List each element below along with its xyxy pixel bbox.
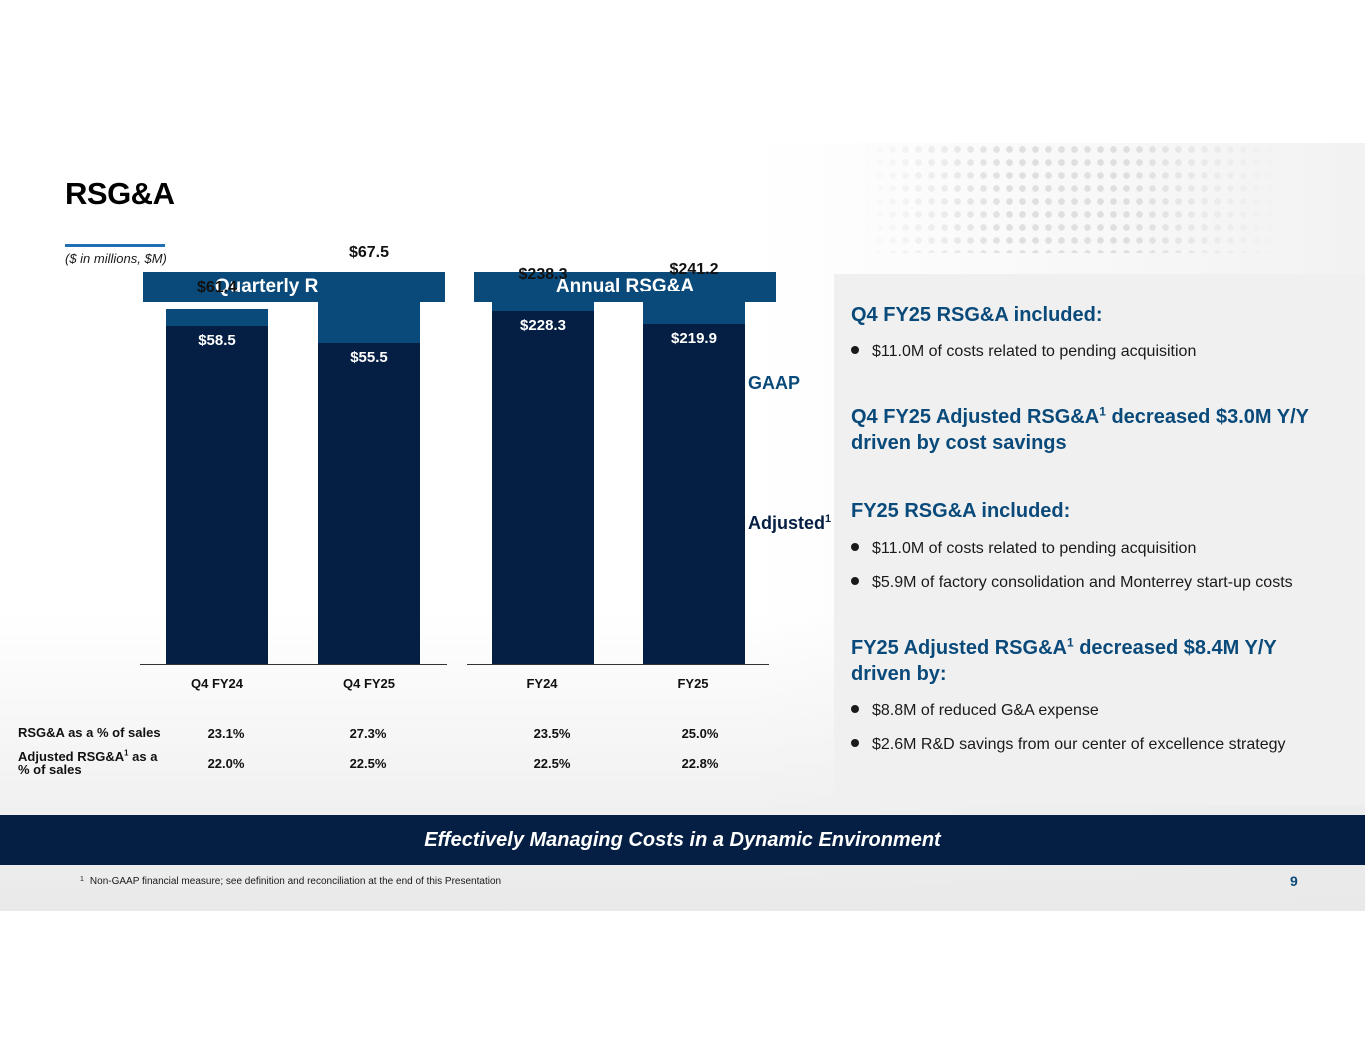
data-label-adjusted-q4-fy24: $58.5 bbox=[198, 331, 236, 349]
row-label-part-b: as a bbox=[128, 749, 158, 764]
bar-gaap-q4-fy25 bbox=[318, 273, 420, 344]
row-label-part-a: Adjusted RSG&A bbox=[18, 749, 125, 764]
bar-gaap-fy25 bbox=[643, 291, 745, 324]
highlight-bullet: $5.9M of factory consolidation and Monte… bbox=[851, 573, 1351, 593]
rsga-pct-q4-fy25: 27.3% bbox=[349, 726, 387, 741]
bullet-icon bbox=[851, 704, 859, 713]
highlight-heading-part-a: Q4 FY25 Adjusted RSG&A bbox=[851, 406, 1100, 428]
bar-adjusted-q4-fy25 bbox=[318, 343, 420, 664]
adj-rsga-pct-q4-fy25: 22.5% bbox=[349, 756, 387, 771]
highlight-bullet: $11.0M of costs related to pending acqui… bbox=[851, 539, 1351, 559]
highlight-heading-q4-included: Q4 FY25 RSG&A included: bbox=[851, 304, 1103, 326]
title-underline bbox=[65, 244, 165, 247]
slide: RSG&A ($ in millions, $M) Quarterly RSG&… bbox=[0, 143, 1365, 911]
data-label-gaap-fy25: $241.2 bbox=[669, 261, 719, 279]
row-label-part-c: % of sales bbox=[18, 762, 82, 777]
highlight-bullet: $2.6M R&D savings from our center of exc… bbox=[851, 735, 1351, 755]
data-label-gaap-fy24: $238.3 bbox=[518, 265, 568, 283]
footnote-marker: 1 bbox=[80, 876, 84, 883]
rsga-chart-area: $61.4 $67.5 $238.3 $241.2 $58.5 $55.5 $2… bbox=[0, 143, 831, 811]
rsga-pct-fy24: 23.5% bbox=[533, 726, 571, 741]
rsga-pct-fy25: 25.0% bbox=[681, 726, 719, 741]
footnote-text: Non-GAAP financial measure; see definiti… bbox=[89, 876, 502, 887]
bullet-icon bbox=[851, 542, 859, 551]
highlight-heading-fy25-adjusted: FY25 Adjusted RSG&A1 decreased $8.4M Y/Y… bbox=[851, 635, 1341, 687]
dot-pattern-decoration bbox=[860, 143, 1280, 253]
units-subtitle: ($ in millions, $M) bbox=[65, 251, 167, 266]
bullet-icon bbox=[851, 576, 859, 585]
data-label-gaap-q4-fy25: $67.5 bbox=[348, 243, 390, 261]
data-label-adjusted-q4-fy25: $55.5 bbox=[350, 349, 388, 367]
highlight-heading-part-b: decreased $3.0M Y/Y driven by cost savin… bbox=[851, 406, 1309, 454]
highlight-bullet: $8.8M of reduced G&A expense bbox=[851, 701, 1351, 721]
page-title: RSG&A bbox=[65, 176, 175, 211]
data-label-adjusted-fy24: $228.3 bbox=[520, 317, 566, 334]
adj-rsga-pct-fy24: 22.5% bbox=[533, 756, 571, 771]
highlight-footnote-mark: 1 bbox=[1066, 635, 1074, 650]
highlight-bullet: $11.0M of costs related to pending acqui… bbox=[851, 342, 1351, 362]
row-label-footnote-mark: 1 bbox=[124, 748, 129, 758]
legend-gaap: GAAP bbox=[748, 373, 801, 393]
highlight-bullet-text: $5.9M of factory consolidation and Monte… bbox=[872, 574, 1293, 591]
annual-x-axis bbox=[467, 664, 769, 665]
highlight-heading-fy25-included: FY25 RSG&A included: bbox=[851, 500, 1071, 522]
legend-adjusted-footnote-mark: 1 bbox=[825, 513, 832, 525]
legend-adjusted: Adjusted1 bbox=[748, 513, 831, 534]
bar-adjusted-fy25 bbox=[643, 324, 745, 664]
highlight-footnote-mark: 1 bbox=[1099, 404, 1106, 419]
highlight-bullet-text: $8.8M of reduced G&A expense bbox=[872, 702, 1099, 719]
highlight-heading-q4-adjusted: Q4 FY25 Adjusted RSG&A1 decreased $3.0M … bbox=[851, 404, 1341, 456]
bar-adjusted-q4-fy24 bbox=[166, 325, 268, 664]
bar-gaap-q4-fy24 bbox=[166, 309, 268, 326]
highlight-bullet-text: $11.0M of costs related to pending acqui… bbox=[872, 540, 1197, 557]
page-number: 9 bbox=[1290, 873, 1298, 889]
bar-gaap-fy24 bbox=[492, 295, 594, 311]
takeaway-banner: Effectively Managing Costs in a Dynamic … bbox=[0, 815, 1365, 865]
bullet-icon bbox=[851, 738, 859, 747]
x-tick-q4-fy25: Q4 FY25 bbox=[342, 676, 396, 691]
footnote: 1 Non-GAAP financial measure; see definit… bbox=[80, 876, 501, 887]
rsga-pct-q4-fy24: 23.1% bbox=[207, 726, 245, 741]
row-label-rsga-pct-sales: RSG&A as a % of sales bbox=[18, 725, 161, 740]
row-label-adjusted-rsga-pct-sales: Adjusted RSG&A1 as a % of sales bbox=[18, 748, 158, 777]
adj-rsga-pct-fy25: 22.8% bbox=[681, 756, 719, 771]
bar-adjusted-fy24 bbox=[492, 311, 594, 664]
adj-rsga-pct-q4-fy24: 22.0% bbox=[207, 756, 245, 771]
highlights-panel: Q4 FY25 RSG&A included: $11.0M of costs … bbox=[834, 274, 1365, 805]
highlight-bullet-text: $11.0M of costs related to pending acqui… bbox=[872, 343, 1197, 360]
highlight-heading-part-a: FY25 Adjusted RSG&A bbox=[851, 637, 1067, 659]
highlight-heading-part-b: decreased $8.4M Y/Y driven by: bbox=[851, 637, 1277, 685]
legend-adjusted-text: Adjusted bbox=[748, 513, 826, 533]
highlight-bullet-text: $2.6M R&D savings from our center of exc… bbox=[872, 736, 1286, 753]
quarterly-x-axis bbox=[140, 664, 447, 665]
data-label-adjusted-fy25: $219.9 bbox=[671, 330, 717, 347]
x-tick-fy24: FY24 bbox=[526, 676, 558, 691]
data-label-gaap-q4-fy24: $61.4 bbox=[196, 279, 238, 297]
x-tick-fy25: FY25 bbox=[677, 676, 709, 691]
bullet-icon bbox=[851, 345, 859, 354]
x-tick-q4-fy24: Q4 FY24 bbox=[190, 676, 244, 691]
